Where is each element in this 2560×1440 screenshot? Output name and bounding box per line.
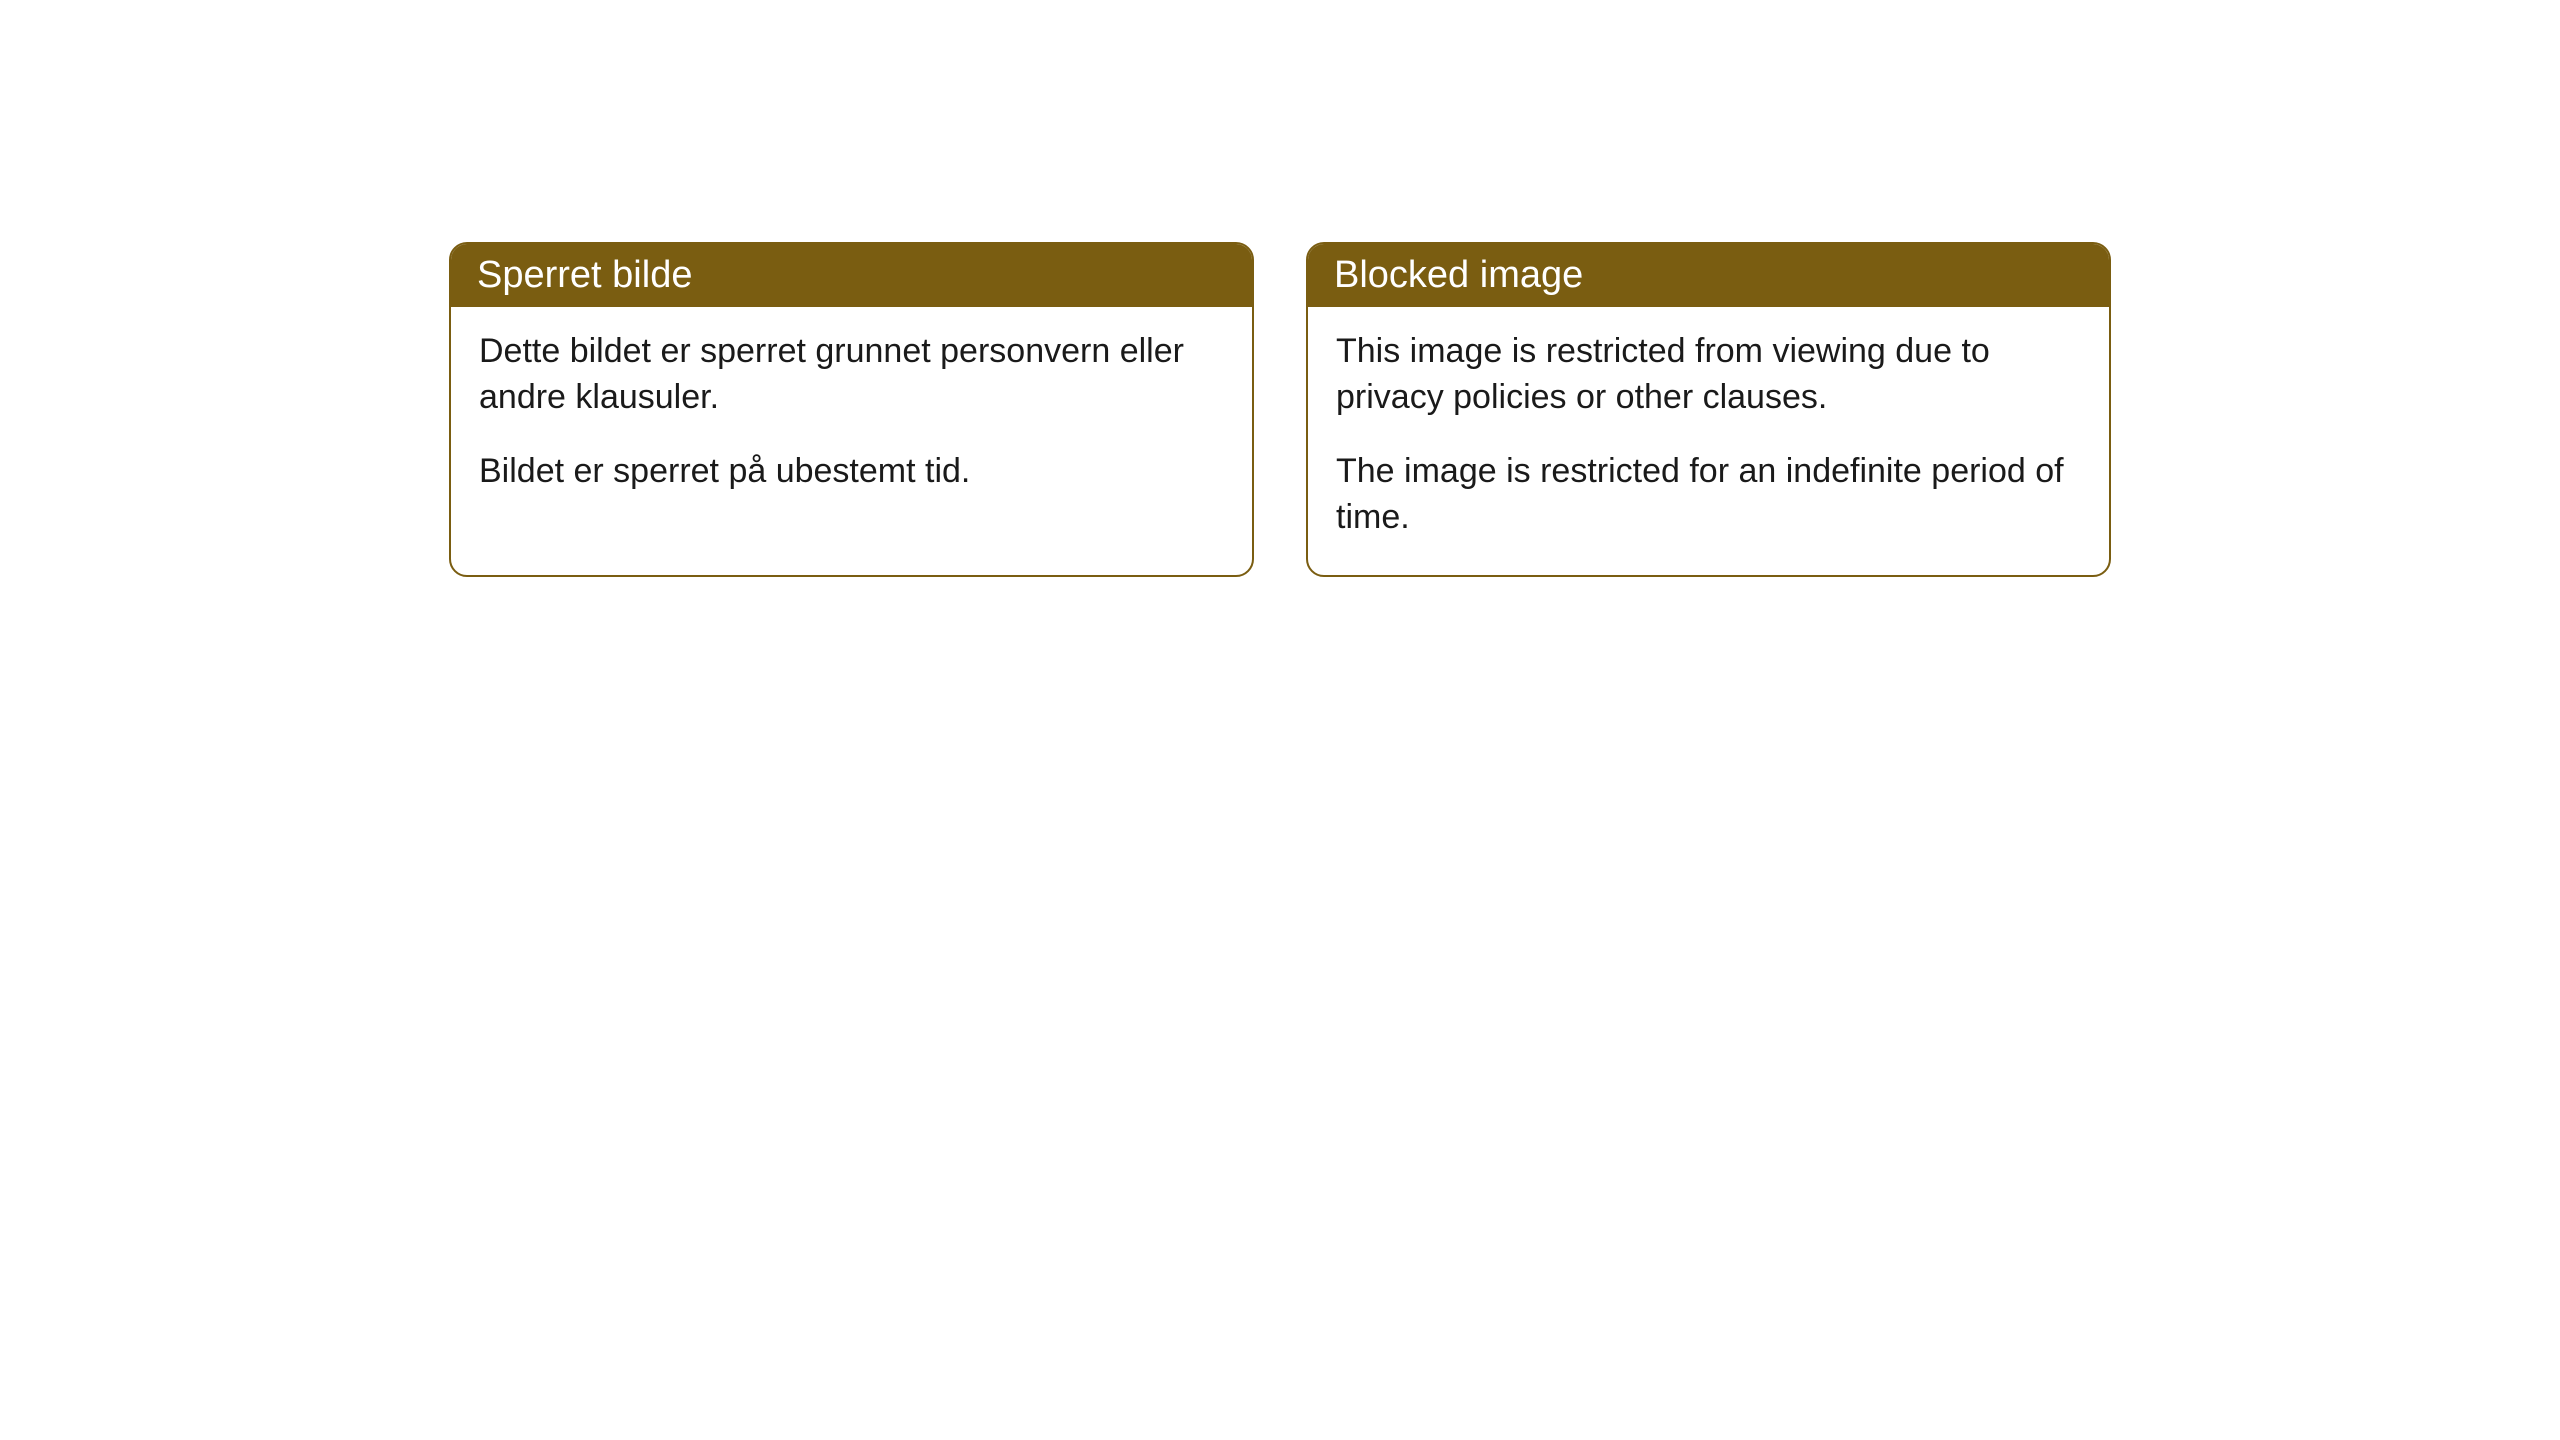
card-header-english: Blocked image — [1308, 244, 2109, 307]
card-header-norwegian: Sperret bilde — [451, 244, 1252, 307]
blocked-image-card-norwegian: Sperret bilde Dette bildet er sperret gr… — [449, 242, 1254, 577]
card-body-norwegian: Dette bildet er sperret grunnet personve… — [451, 307, 1252, 529]
card-body-english: This image is restricted from viewing du… — [1308, 307, 2109, 575]
blocked-image-card-english: Blocked image This image is restricted f… — [1306, 242, 2111, 577]
notice-text-norwegian-2: Bildet er sperret på ubestemt tid. — [479, 449, 1224, 495]
notice-text-english-2: The image is restricted for an indefinit… — [1336, 449, 2081, 541]
notice-text-english-1: This image is restricted from viewing du… — [1336, 329, 2081, 421]
notice-text-norwegian-1: Dette bildet er sperret grunnet personve… — [479, 329, 1224, 421]
notice-cards-container: Sperret bilde Dette bildet er sperret gr… — [449, 242, 2111, 577]
